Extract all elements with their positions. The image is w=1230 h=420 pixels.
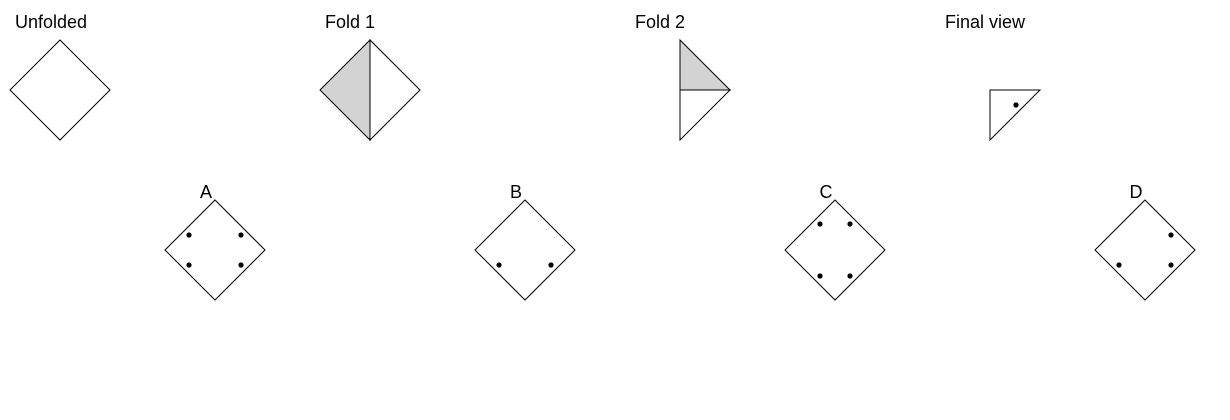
fold-2-paper — [680, 40, 730, 140]
fold-1-paper — [320, 40, 420, 140]
option-a-hole — [238, 262, 243, 267]
option-c[interactable] — [785, 200, 885, 300]
label-option-b: B — [510, 182, 522, 202]
option-b-hole — [496, 262, 501, 267]
fold-2-remaining-region — [680, 90, 730, 140]
label-fold-1: Fold 1 — [325, 12, 375, 32]
option-b-hole — [548, 262, 553, 267]
option-d-hole — [1168, 262, 1173, 267]
fold-1-folded-region — [320, 40, 370, 140]
option-a-hole — [186, 262, 191, 267]
option-c-hole — [817, 273, 822, 278]
option-a-hole — [186, 232, 191, 237]
unfolded-paper — [10, 40, 110, 140]
final-view-paper — [990, 90, 1040, 140]
label-option-a: A — [200, 182, 212, 202]
option-c-hole — [847, 273, 852, 278]
option-d-hole — [1168, 232, 1173, 237]
fold-2-folded-region — [680, 40, 730, 90]
option-d-hole — [1116, 262, 1121, 267]
label-option-c: C — [820, 182, 833, 202]
option-c-hole — [817, 221, 822, 226]
label-final-view: Final view — [945, 12, 1026, 32]
option-a-hole — [238, 232, 243, 237]
label-option-d: D — [1130, 182, 1143, 202]
label-fold-2: Fold 2 — [635, 12, 685, 32]
label-unfolded: Unfolded — [15, 12, 87, 32]
option-c-hole — [847, 221, 852, 226]
punched-hole — [1013, 102, 1018, 107]
option-b[interactable] — [475, 200, 575, 300]
option-a[interactable] — [165, 200, 265, 300]
option-d[interactable] — [1095, 200, 1195, 300]
fold-1-remaining-region — [370, 40, 420, 140]
